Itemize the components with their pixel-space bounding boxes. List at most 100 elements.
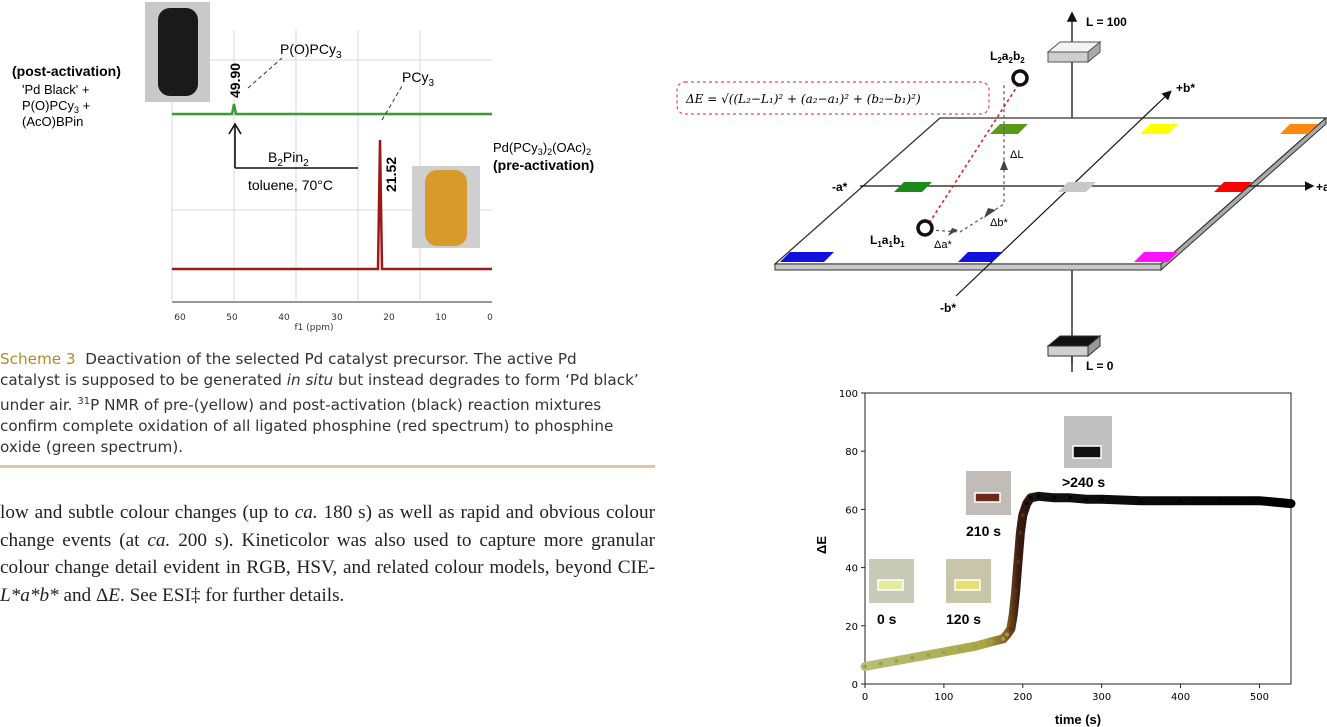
- photo-120s: [946, 559, 991, 603]
- data-point: [878, 661, 883, 666]
- data-point: [1016, 559, 1021, 564]
- photo-210s: [966, 471, 1011, 515]
- patch-yellow: [1140, 124, 1178, 134]
- body-t5: . See ESI‡ for further details.: [120, 584, 345, 606]
- caption-separator: [0, 465, 655, 468]
- yellow-vial-photo: [412, 166, 480, 248]
- da-label: Δa*: [934, 239, 952, 251]
- nmr-figure: (post-activation) 'Pd Black' + P(O)PCy3 …: [12, 2, 594, 333]
- data-point: [1001, 636, 1006, 641]
- point-1-label: L1a1b1: [870, 233, 905, 249]
- x-axis-title: time (s): [1055, 712, 1101, 727]
- label-120s: 120 s: [946, 611, 981, 627]
- x-tick-label: 500: [1250, 692, 1269, 703]
- body-t1: low and subtle colour changes (up to: [0, 502, 295, 523]
- label-0s: 0 s: [877, 611, 897, 627]
- y-tick-label: 80: [845, 447, 858, 458]
- post-activation-label: (post-activation): [12, 63, 121, 79]
- point-2-marker: [1011, 69, 1029, 87]
- patch-blue-2: [958, 252, 1002, 262]
- minus-b-label: -b*: [940, 301, 956, 315]
- nmr-axis-label: f1 (ppm): [295, 323, 334, 333]
- nmr-tick-0: 0: [487, 313, 493, 323]
- data-point: [894, 658, 899, 663]
- body-t4: and Δ: [58, 584, 109, 606]
- body-ca2: ca.: [147, 529, 171, 551]
- data-point: [1083, 497, 1088, 502]
- data-point: [1028, 495, 1033, 500]
- x-tick-label: 300: [1092, 692, 1111, 703]
- data-point: [1018, 530, 1023, 535]
- patch-green: [894, 182, 932, 192]
- data-point: [1257, 498, 1262, 503]
- patch-orange: [1280, 124, 1318, 134]
- scheme-caption: Scheme 3 Deactivation of the selected Pd…: [0, 349, 640, 458]
- db-label: Δb*: [990, 217, 1008, 229]
- pre-desc: Pd(PCy3)2(OAc)2: [493, 140, 591, 157]
- arrow-db: [984, 208, 996, 218]
- black-vial-photo: [145, 2, 210, 102]
- data-point: [973, 644, 978, 649]
- point-1-marker: [916, 219, 934, 237]
- l0-label: L = 0: [1086, 359, 1114, 372]
- caption-text-2: but instead degrades to form ‘Pd black’ …: [0, 371, 639, 415]
- data-point: [1024, 501, 1029, 506]
- photo-240s: [1064, 416, 1112, 468]
- data-point: [1178, 498, 1183, 503]
- y-tick-label: 40: [845, 564, 858, 575]
- formula-box: [676, 81, 990, 115]
- y-axis-title: ΔE: [814, 536, 829, 554]
- x-tick-label: 100: [934, 692, 953, 703]
- body-E: E: [108, 584, 121, 606]
- white-box: [1046, 40, 1102, 64]
- data-point: [1008, 626, 1013, 631]
- tick-layer: 0 100 200 300 400 500 0 20 40 60 80 100: [839, 389, 1269, 703]
- post-desc-2: P(O)PCy3 +: [22, 98, 90, 115]
- photo-0s: [869, 559, 914, 603]
- point-2-label: L2a2b2: [990, 49, 1025, 65]
- post-desc-1: 'Pd Black' +: [22, 82, 89, 97]
- nmr-tick-10: 10: [435, 313, 447, 323]
- patch-olive: [990, 124, 1028, 134]
- nmr-tick-40: 40: [278, 313, 290, 323]
- data-point: [957, 647, 962, 652]
- body-t3: 200 s). Kineticolor was also used to cap…: [0, 529, 655, 579]
- peak-label-49: 49.90: [227, 63, 243, 98]
- body-lab: L*a*b*: [0, 584, 59, 606]
- body-ca1: ca.: [294, 502, 318, 523]
- nmr-tick-30: 30: [331, 313, 343, 323]
- plus-b-label: +b*: [1176, 81, 1195, 95]
- nmr-grid: [171, 30, 492, 300]
- data-point: [1289, 501, 1293, 506]
- post-desc-3: (AcO)BPin: [22, 114, 83, 129]
- species-bottom: PCy3: [402, 69, 434, 89]
- red-spectrum: [172, 139, 492, 271]
- body-paragraph: low and subtle colour changes (up to ca.…: [0, 499, 655, 609]
- patch-magenta: [1134, 252, 1178, 262]
- data-point: [1011, 612, 1016, 617]
- data-point: [989, 639, 994, 644]
- delta-path: [929, 82, 1005, 233]
- patch-blue-1: [780, 252, 834, 262]
- species-top: P(O)PCy3: [280, 41, 342, 61]
- label-240s: >240 s: [1062, 474, 1105, 490]
- patch-grey: [1058, 182, 1096, 192]
- green-spectrum: [172, 103, 492, 116]
- leader-top: [247, 57, 283, 89]
- body-t2: 180 s) as well as rapid and obvious colo…: [0, 502, 655, 551]
- data-point: [1068, 495, 1073, 500]
- nmr-tick-20: 20: [383, 313, 395, 323]
- caption-text-3: P NMR of pre-(yellow) and post-activatio…: [0, 396, 614, 457]
- caption-text-1: Deactivation of the selected Pd catalyst…: [0, 350, 577, 389]
- x-tick-label: 400: [1171, 692, 1190, 703]
- conditions-label: toluene, 70°C: [248, 177, 333, 193]
- x-tick-label: 0: [862, 692, 868, 703]
- pre-activation-label: (pre-activation): [493, 157, 594, 173]
- x-tick-label: 200: [1013, 692, 1032, 703]
- delta-e-chart: 0 100 200 300 400 500 0 20 40 60 80 100 0 s 120 s 2…: [814, 389, 1296, 727]
- y-tick-label: 20: [845, 622, 858, 633]
- data-point: [863, 664, 867, 669]
- reaction-arrow: [228, 122, 358, 169]
- data-point: [1099, 497, 1104, 502]
- data-point: [1218, 498, 1222, 503]
